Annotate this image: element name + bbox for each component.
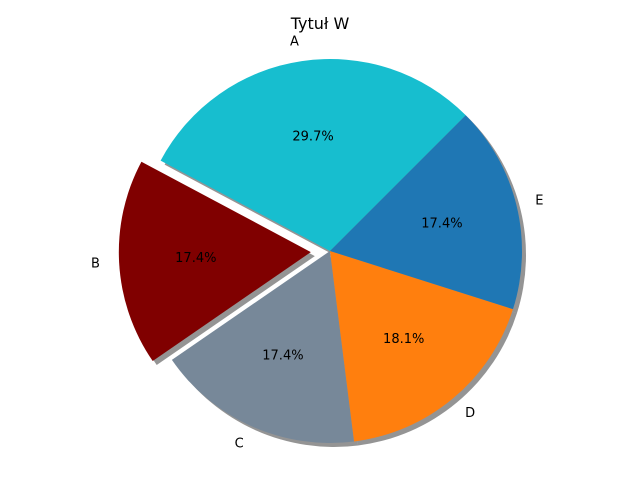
category-label-d: D — [465, 406, 475, 421]
pie-slice-d — [330, 251, 513, 442]
pie-slice-a — [160, 59, 466, 252]
chart-title: Tytuł W — [290, 14, 350, 33]
category-label-e: E — [535, 194, 543, 209]
percent-label-c: 17.4% — [262, 349, 303, 364]
category-label-c: C — [235, 436, 244, 451]
pie-slice-c — [171, 251, 355, 443]
pie-slice-b — [118, 161, 311, 362]
pie-labels: A 29.7% B 17.4% C 17.4% D 18.1% E 17.4% — [91, 35, 543, 452]
percent-label-a: 29.7% — [292, 130, 333, 145]
percent-label-b: 17.4% — [175, 251, 216, 266]
category-label-a: A — [290, 35, 299, 50]
percent-label-d: 18.1% — [383, 332, 424, 347]
category-label-b: B — [91, 257, 100, 272]
percent-label-e: 17.4% — [421, 216, 462, 231]
pie-slice-e — [330, 115, 522, 310]
pie-slices — [118, 59, 522, 443]
